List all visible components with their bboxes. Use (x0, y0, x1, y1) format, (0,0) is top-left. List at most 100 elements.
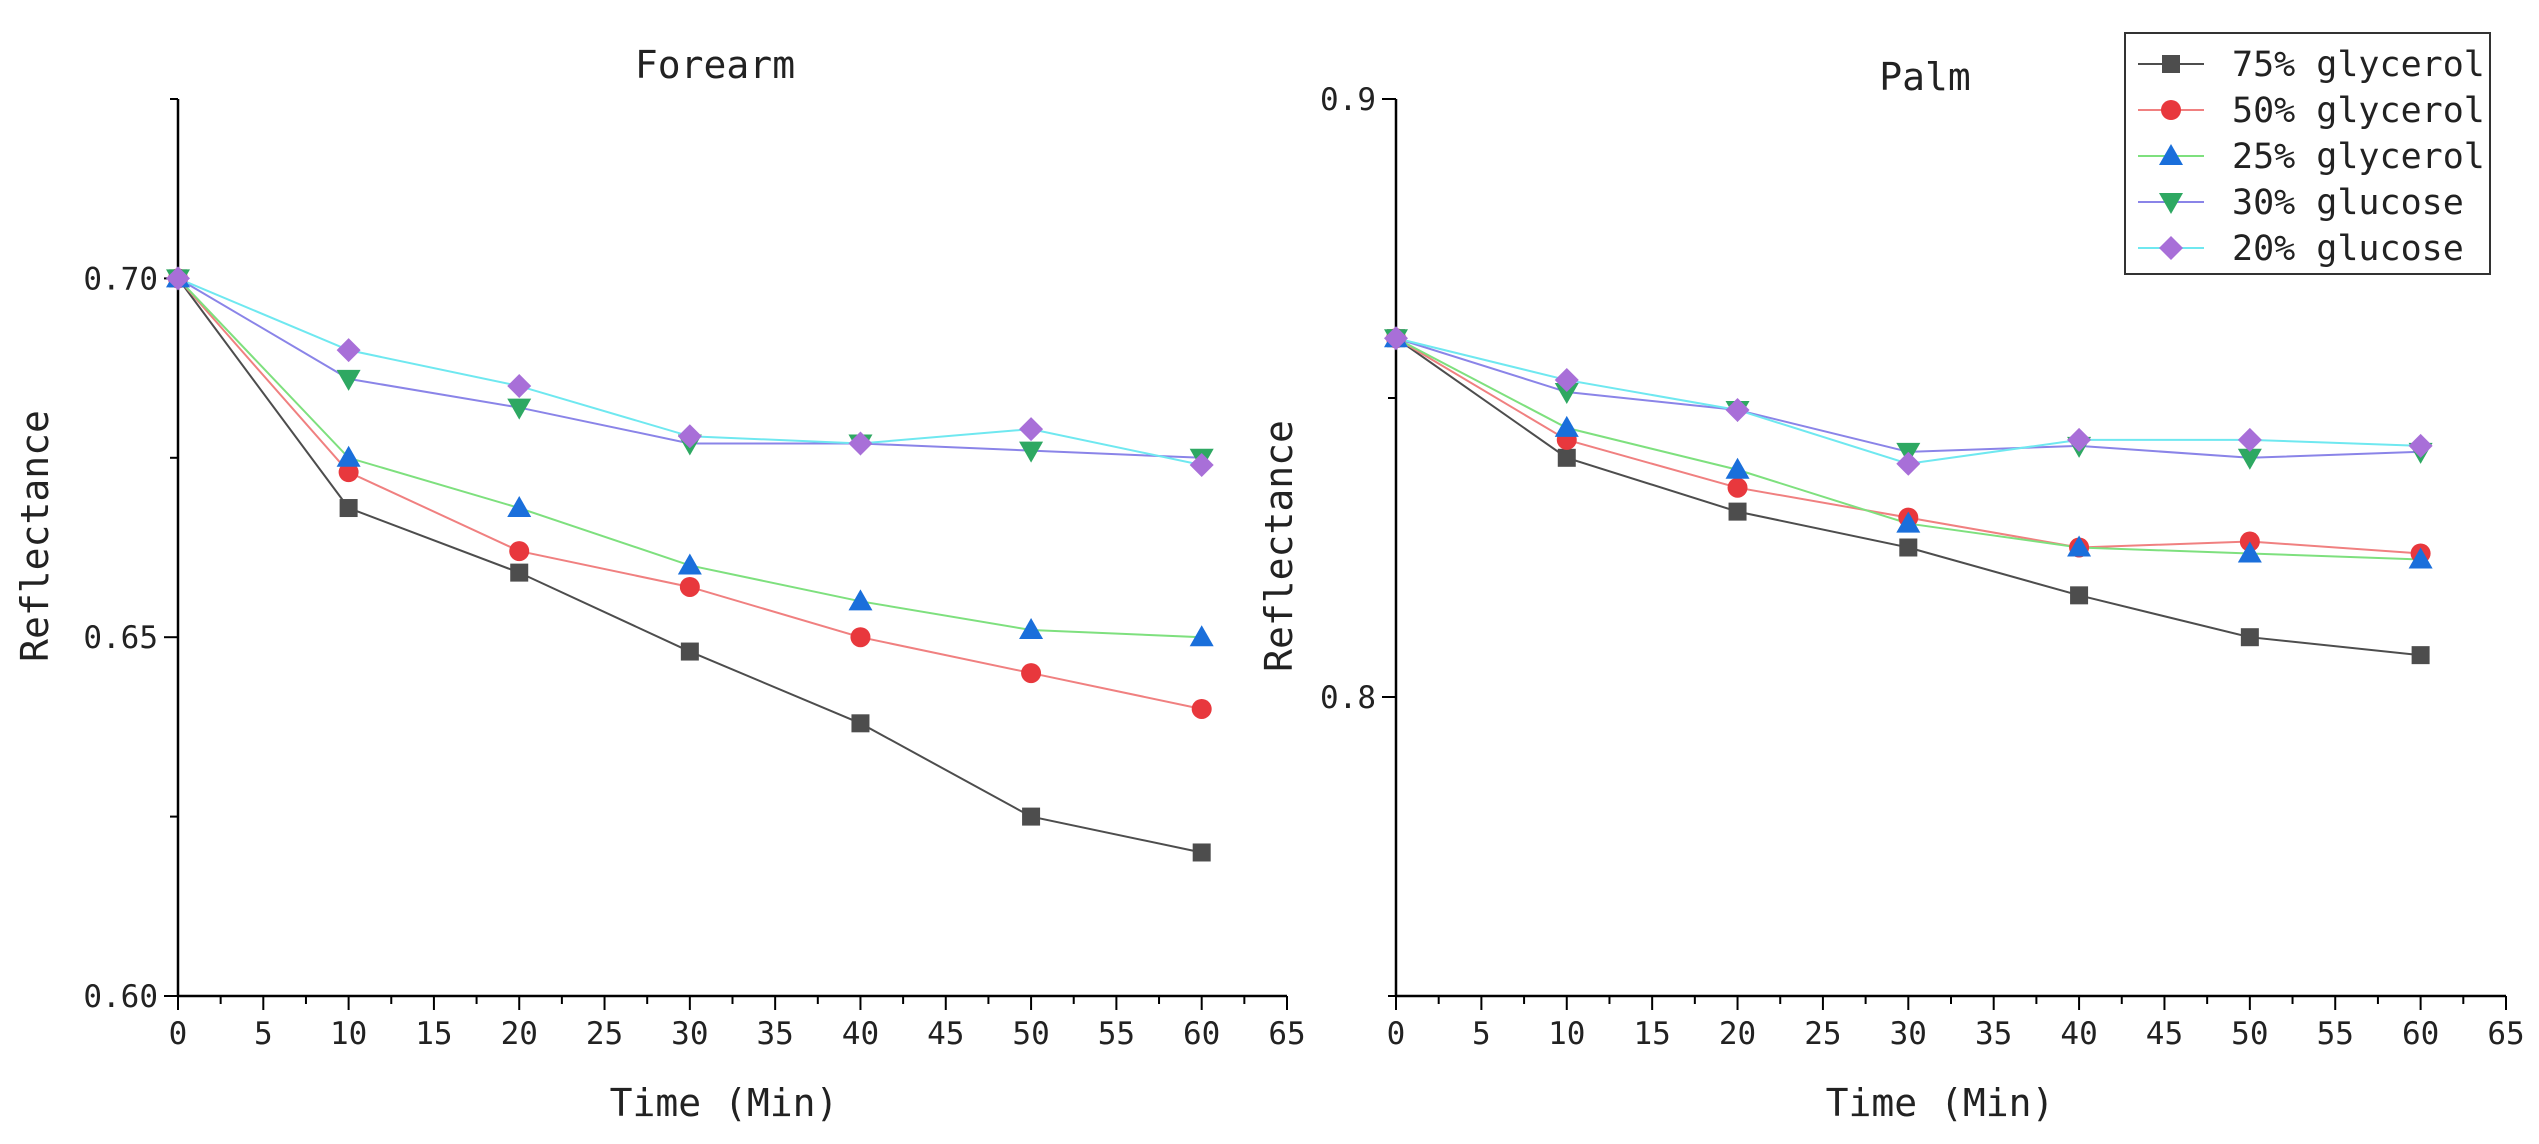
data-point (2067, 427, 2092, 452)
x-tick-label: 30 (671, 1016, 708, 1052)
x-tick-label: 65 (1268, 1016, 1305, 1052)
data-point (2237, 541, 2262, 563)
data-point (1191, 698, 1212, 719)
data-point (336, 369, 361, 391)
data-point (1019, 417, 1044, 442)
data-point (2237, 427, 2262, 452)
data-point (1725, 397, 1750, 422)
data-point (510, 563, 529, 582)
x-tick-label: 10 (330, 1016, 367, 1052)
x-tick-label: 10 (1548, 1016, 1585, 1052)
data-point (2067, 535, 2092, 557)
data-point (336, 445, 361, 467)
y-tick-label: 0.9 (1320, 82, 1376, 118)
x-tick-label: 5 (254, 1016, 273, 1052)
data-point (1021, 663, 1042, 684)
legend-marker (2159, 193, 2183, 214)
x-tick-label: 20 (501, 1016, 538, 1052)
legend-label: 30% glucose (2232, 183, 2464, 223)
data-point (339, 499, 358, 518)
data-point (1192, 843, 1211, 862)
legend-marker (2161, 100, 2181, 120)
y-axis-title: Reflectance (1257, 420, 1301, 672)
data-point (2411, 646, 2430, 665)
chart-title: Forearm (635, 43, 795, 87)
data-point (677, 553, 702, 575)
legend-item: 25% glycerol (2138, 137, 2485, 177)
data-point (507, 374, 532, 399)
axes: 0 5 10 15 20 25 30 35 40 45 50 55 60 65 0.8 0.9 (1320, 82, 2525, 1052)
data-point (1554, 368, 1579, 393)
legend-item: 75% glycerol (2138, 45, 2485, 85)
legend-label: 25% glycerol (2232, 137, 2485, 177)
x-tick-label: 50 (1012, 1016, 1049, 1052)
legend-item: 30% glucose (2138, 183, 2464, 223)
data-point (1728, 502, 1747, 521)
data-point (166, 266, 190, 291)
x-tick-label: 40 (842, 1016, 879, 1052)
x-axis-title: Time (Min) (1826, 1081, 2055, 1125)
series-layer (1384, 326, 2433, 665)
x-tick-label: 50 (2231, 1016, 2268, 1052)
x-tick-label: 0 (169, 1016, 188, 1052)
legend-box (2124, 32, 2491, 275)
data-point (338, 462, 359, 483)
legend-marker (2159, 236, 2183, 260)
data-point (1896, 511, 1921, 533)
y-axis-title: Reflectance (13, 410, 57, 662)
data-point (850, 627, 871, 648)
x-tick-label: 25 (586, 1016, 623, 1052)
forearm-chart: Forearm Reflectance Time (Min) 0 5 10 15 20 2… (13, 43, 1306, 1125)
data-point (1554, 383, 1579, 405)
x-tick-label: 30 (1890, 1016, 1927, 1052)
x-tick-label: 35 (1975, 1016, 2012, 1052)
data-point (851, 714, 870, 733)
data-point (2237, 448, 2262, 470)
data-point (336, 338, 361, 363)
y-tick-label: 0.65 (83, 620, 158, 656)
axes: 0 5 10 15 20 25 30 35 40 45 50 55 60 65 0.60 0.65 0.70 (83, 98, 1306, 1052)
x-tick-label: 20 (1719, 1016, 1756, 1052)
data-point (2408, 547, 2433, 569)
y-tick-label: 0.8 (1320, 680, 1376, 716)
data-point (1554, 415, 1579, 437)
data-point (1022, 807, 1041, 826)
x-tick-label: 45 (2146, 1016, 2183, 1052)
series-layer (166, 266, 1214, 862)
data-point (1384, 326, 1408, 351)
data-point (848, 431, 873, 456)
palm-chart: Palm Reflectance Time (Min) 0 5 10 15 20 25 30… (1257, 55, 2525, 1125)
legend-label: 20% glucose (2232, 229, 2464, 269)
data-point (509, 541, 530, 562)
legend-label: 75% glycerol (2232, 45, 2485, 85)
data-point (1725, 457, 1750, 479)
data-point (1896, 451, 1921, 476)
data-point (1557, 448, 1576, 467)
legend-label: 50% glycerol (2232, 91, 2485, 131)
data-point (1019, 618, 1044, 640)
x-tick-label: 25 (1804, 1016, 1841, 1052)
x-axis-title: Time (Min) (610, 1081, 839, 1125)
chart-title: Palm (1879, 55, 1971, 99)
x-tick-label: 55 (2317, 1016, 2354, 1052)
y-tick-label: 0.60 (83, 979, 158, 1015)
x-tick-label: 60 (2402, 1016, 2439, 1052)
data-point (677, 424, 702, 449)
x-tick-label: 15 (1633, 1016, 1670, 1052)
x-tick-label: 65 (2487, 1016, 2524, 1052)
legend-marker (2162, 55, 2180, 73)
x-tick-label: 15 (415, 1016, 452, 1052)
data-point (680, 642, 699, 661)
data-point (679, 576, 700, 597)
data-point (2408, 433, 2433, 458)
legend-item: 50% glycerol (2138, 91, 2485, 131)
legend-marker (2159, 144, 2183, 165)
x-tick-label: 60 (1183, 1016, 1220, 1052)
data-point (1019, 441, 1044, 463)
data-point (2070, 586, 2089, 605)
legend: 75% glycerol 50% glycerol 25% glycerol 30% … (2124, 32, 2491, 275)
x-tick-label: 55 (1098, 1016, 1135, 1052)
legend-item: 20% glucose (2138, 229, 2464, 269)
data-point (2240, 628, 2259, 647)
data-point (507, 398, 532, 420)
